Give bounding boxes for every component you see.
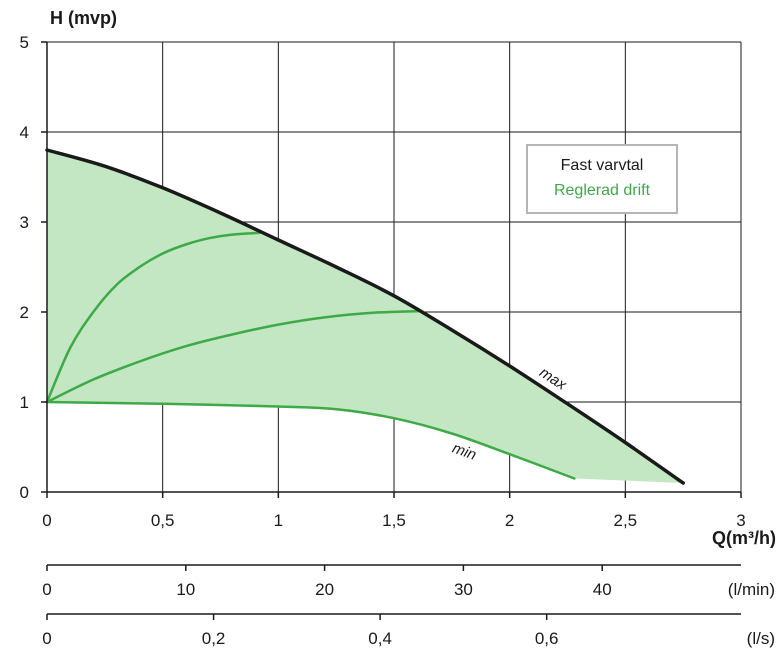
secondary-tick-label: 0,4: [368, 629, 392, 648]
secondary-tick-label: 0: [42, 580, 51, 599]
y-tick-label: 0: [20, 483, 29, 502]
secondary-tick-label: 10: [176, 580, 195, 599]
secondary-tick-label: 0,6: [535, 629, 559, 648]
operating-area: [47, 150, 684, 483]
x-tick-label: 3: [736, 511, 745, 530]
y-tick-label: 3: [20, 213, 29, 232]
y-axis-title: H (mvp): [50, 8, 117, 28]
legend-entry-fast-varvtal: Fast varvtal: [561, 157, 644, 174]
secondary-tick-label: 30: [454, 580, 473, 599]
series-line-regulated: [45, 309, 421, 404]
series-line-max: [45, 148, 685, 485]
x-tick-label: 1,5: [382, 511, 406, 530]
x-tick-label: 0: [42, 511, 51, 530]
operating-area-fill: [47, 150, 684, 483]
y-tick-label: 1: [20, 393, 29, 412]
secondary-tick-label: 0: [42, 629, 51, 648]
secondary-axis-unit: (l/s): [747, 629, 775, 648]
x-tick-label: 2: [505, 511, 514, 530]
legend-box: [526, 144, 678, 214]
series-line-regulated: [45, 231, 262, 404]
secondary-tick-label: 20: [315, 580, 334, 599]
y-tick-label: 2: [20, 303, 29, 322]
legend-entry-reglerad-drift: Reglerad drift: [554, 182, 651, 199]
x-tick-label: 1: [274, 511, 283, 530]
axes: [41, 41, 742, 620]
y-tick-label: 4: [20, 123, 29, 142]
secondary-tick-label: 0,2: [202, 629, 226, 648]
legend: Fast varvtal Reglerad drift: [526, 144, 678, 214]
x-axis-title: Q(m³/h): [712, 528, 776, 548]
secondary-tick-label: 40: [593, 580, 612, 599]
secondary-axis-unit: (l/min): [728, 580, 775, 599]
x-tick-label: 2,5: [614, 511, 638, 530]
series-lines: [45, 148, 685, 485]
x-tick-label: 0,5: [151, 511, 175, 530]
y-tick-label: 5: [20, 33, 29, 52]
series-line-min: [45, 400, 576, 480]
